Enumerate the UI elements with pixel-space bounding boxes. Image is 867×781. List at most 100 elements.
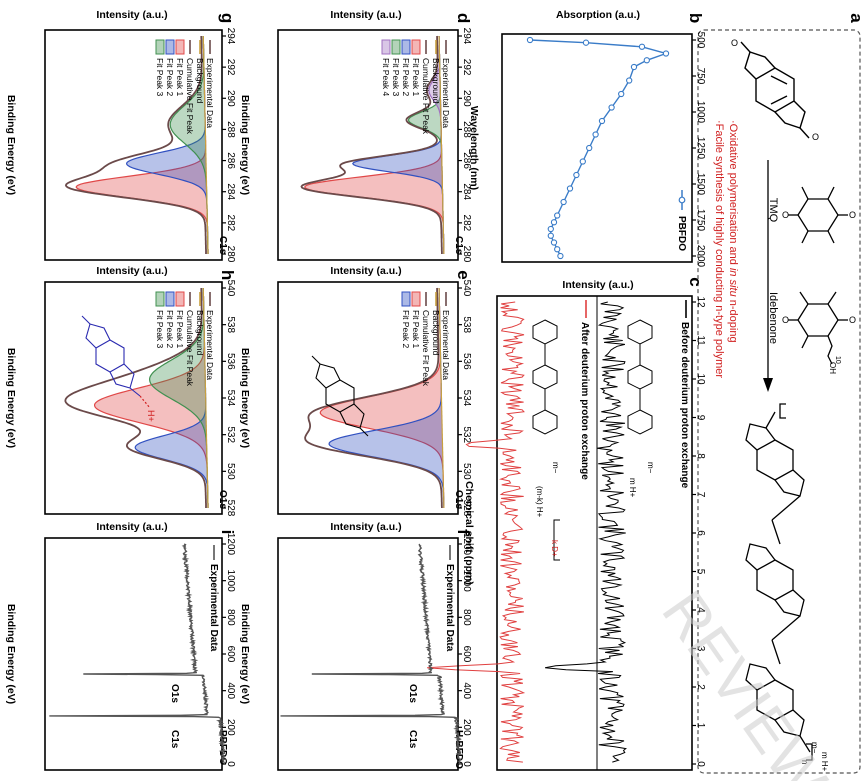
- svg-text:O1s: O1s: [169, 684, 180, 703]
- fit-peak-area: [94, 288, 209, 508]
- legend-label: Fit Peak 1: [411, 58, 421, 97]
- tmq-structure: [788, 186, 848, 244]
- panel-a-letter: a: [847, 13, 866, 23]
- legend-label: Fit Peak 2: [401, 310, 411, 349]
- legend-label: Background: [431, 58, 441, 104]
- tick-label: 400: [461, 682, 472, 699]
- panel-f: f Intensity (a.u.) Binding Energy (eV) E…: [239, 521, 473, 771]
- fit-peak-area: [320, 288, 444, 508]
- tick-label: 0: [695, 761, 706, 767]
- svg-text:Intensity (a.u.): Intensity (a.u.): [330, 9, 401, 21]
- panel-d-axes: [277, 29, 459, 261]
- legend-label: Background: [195, 58, 205, 104]
- svg-text:Binding Energy (eV): Binding Energy (eV): [239, 348, 251, 448]
- tick-label: 290: [225, 90, 236, 107]
- data-point: [643, 57, 650, 64]
- tick-label: 3: [695, 646, 706, 652]
- svg-text:e: e: [454, 270, 473, 279]
- svg-text:d: d: [454, 13, 473, 23]
- tick-label: 534: [225, 390, 236, 407]
- tick-label: 8: [695, 453, 706, 459]
- panel-c: c Intensity (a.u.) Chemical shift (ppm) …: [427, 277, 706, 771]
- svg-text:Intensity (a.u.): Intensity (a.u.): [96, 521, 167, 533]
- tick-label: 528: [461, 500, 472, 517]
- data-point: [592, 131, 599, 138]
- tick-label: 282: [225, 215, 236, 232]
- legend-label: Experimental Data: [205, 58, 215, 128]
- tick-label: 532: [225, 426, 236, 443]
- legend-label: Experimental Data: [441, 310, 451, 380]
- panel-e-molecule: [311, 355, 369, 437]
- data-point: [579, 158, 586, 165]
- tick-label: 294: [461, 28, 472, 45]
- product-charge: m−: [810, 742, 819, 754]
- panel-d: d Intensity (a.u.) Binding Energy (eV) C…: [239, 9, 473, 263]
- legend-label: Cumulative Fit Peak: [421, 58, 431, 135]
- tick-label: 288: [461, 121, 472, 138]
- tick-label: 536: [225, 353, 236, 370]
- legend-label: Fit Peak 2: [165, 310, 175, 349]
- data-point: [626, 77, 633, 84]
- tick-label: 600: [461, 646, 472, 663]
- tick-label: 284: [225, 183, 236, 200]
- legend-swatch: [401, 39, 411, 55]
- tick-label: 1250: [695, 137, 706, 160]
- svg-text:Experimental Data: Experimental Data: [444, 564, 455, 652]
- tick-label: 1200: [461, 533, 472, 556]
- tick-label: 534: [461, 390, 472, 407]
- legend-swatch: [155, 291, 165, 307]
- experimental-line: [304, 287, 443, 508]
- tick-label: 200: [461, 719, 472, 736]
- synthesis-note-2: ·Facile synthesis of highly conducting n…: [713, 120, 725, 378]
- tick-label: 5: [695, 569, 706, 575]
- svg-text:Intensity (a.u.): Intensity (a.u.): [330, 521, 401, 533]
- tick-label: 1500: [695, 173, 706, 196]
- legend-swatch: [391, 39, 401, 55]
- panel-e: e Intensity (a.u.) Binding Energy (eV) O…: [239, 265, 473, 517]
- svg-text:i: i: [218, 530, 237, 535]
- tick-label: 540: [461, 280, 472, 297]
- svg-text:h: h: [218, 270, 237, 280]
- tick-label: 530: [225, 463, 236, 480]
- svg-text:Intensity (a.u.): Intensity (a.u.): [330, 265, 401, 277]
- svg-text:(m-k) H+: (m-k) H+: [535, 486, 544, 518]
- tick-label: 284: [461, 183, 472, 200]
- background-line: [438, 35, 445, 254]
- svg-text:Binding Energy (eV): Binding Energy (eV): [5, 604, 17, 704]
- tick-label: 290: [461, 90, 472, 107]
- tick-label: 750: [695, 68, 706, 85]
- polymer-product: [745, 403, 813, 761]
- svg-text:m−: m−: [646, 462, 655, 474]
- legend-swatch: [165, 291, 175, 307]
- svg-text:C1s: C1s: [407, 730, 418, 749]
- svg-text:Experimental Data: Experimental Data: [208, 564, 219, 652]
- panel-c-xlabel: Chemical shift (ppm): [463, 481, 475, 585]
- fit-peak-area: [149, 288, 209, 508]
- reaction-arrow: [763, 160, 773, 392]
- data-point: [554, 212, 561, 219]
- legend-label: Fit Peak 3: [155, 310, 165, 349]
- tick-label: 600: [225, 646, 236, 663]
- tick-label: 528: [225, 500, 236, 517]
- data-point: [618, 90, 625, 98]
- legend-label: Fit Peak 1: [175, 310, 185, 349]
- panel-b-legend: PBFDO: [676, 216, 687, 251]
- tick-label: 294: [225, 28, 236, 45]
- panel-b-axes: [501, 33, 693, 263]
- svg-text:C1s: C1s: [217, 236, 228, 255]
- fit-peak-area: [304, 36, 444, 254]
- svg-text:Intensity (a.u.): Intensity (a.u.): [96, 265, 167, 277]
- tick-label: 1750: [695, 209, 706, 232]
- tick-label: 292: [225, 59, 236, 76]
- nmr-legend-before: Before deuterium proton exchange: [679, 322, 690, 489]
- tick-label: 538: [225, 316, 236, 333]
- data-point: [573, 171, 580, 179]
- tick-label: 540: [225, 280, 236, 297]
- data-point: [638, 43, 646, 50]
- data-point: [550, 239, 558, 246]
- data-point: [598, 117, 606, 125]
- tick-label: 500: [695, 32, 706, 49]
- series-pbfdo-line: [529, 39, 669, 257]
- tick-label: 2000: [695, 245, 706, 268]
- svg-text:Binding Energy (eV): Binding Energy (eV): [239, 604, 251, 704]
